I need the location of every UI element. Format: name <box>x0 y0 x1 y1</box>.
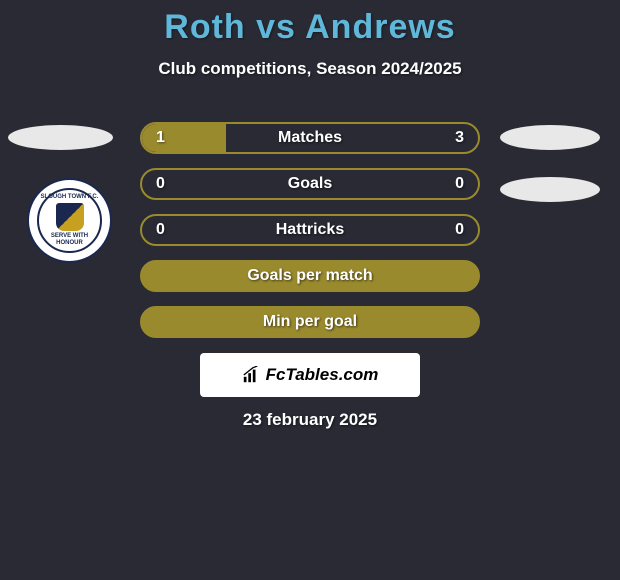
badge-bottom-text: SERVE WITH HONOUR <box>39 233 100 247</box>
stats-area: 1 Matches 3 0 Goals 0 0 Hattricks 0 Goal… <box>140 122 480 352</box>
stat-label: Min per goal <box>142 313 478 331</box>
club-badge: SLOUGH TOWN F.C. SERVE WITH HONOUR <box>27 178 112 263</box>
stat-right-value: 3 <box>455 129 464 147</box>
stat-label: Hattricks <box>142 221 478 239</box>
club-badge-inner: SLOUGH TOWN F.C. SERVE WITH HONOUR <box>37 188 102 253</box>
chart-icon <box>242 366 260 384</box>
stat-label: Goals <box>142 175 478 193</box>
page-title: Roth vs Andrews <box>0 0 620 47</box>
badge-crest-icon <box>56 203 84 231</box>
stat-bar-goals-per-match: Goals per match <box>140 260 480 292</box>
stat-right-value: 0 <box>455 175 464 193</box>
player-right-placeholder-1 <box>500 125 600 150</box>
subtitle: Club competitions, Season 2024/2025 <box>0 59 620 79</box>
badge-top-text: SLOUGH TOWN F.C. <box>41 194 99 201</box>
stat-bar-hattricks: 0 Hattricks 0 <box>140 214 480 246</box>
player-left-placeholder <box>8 125 113 150</box>
brand-text: FcTables.com <box>266 365 379 385</box>
player-right-placeholder-2 <box>500 177 600 202</box>
stat-bar-min-per-goal: Min per goal <box>140 306 480 338</box>
stat-label: Goals per match <box>142 267 478 285</box>
stat-label: Matches <box>142 129 478 147</box>
brand-box: FcTables.com <box>200 353 420 397</box>
date-text: 23 february 2025 <box>0 410 620 430</box>
stat-right-value: 0 <box>455 221 464 239</box>
stat-bar-matches: 1 Matches 3 <box>140 122 480 154</box>
right-club-column <box>500 125 600 202</box>
stat-bar-goals: 0 Goals 0 <box>140 168 480 200</box>
